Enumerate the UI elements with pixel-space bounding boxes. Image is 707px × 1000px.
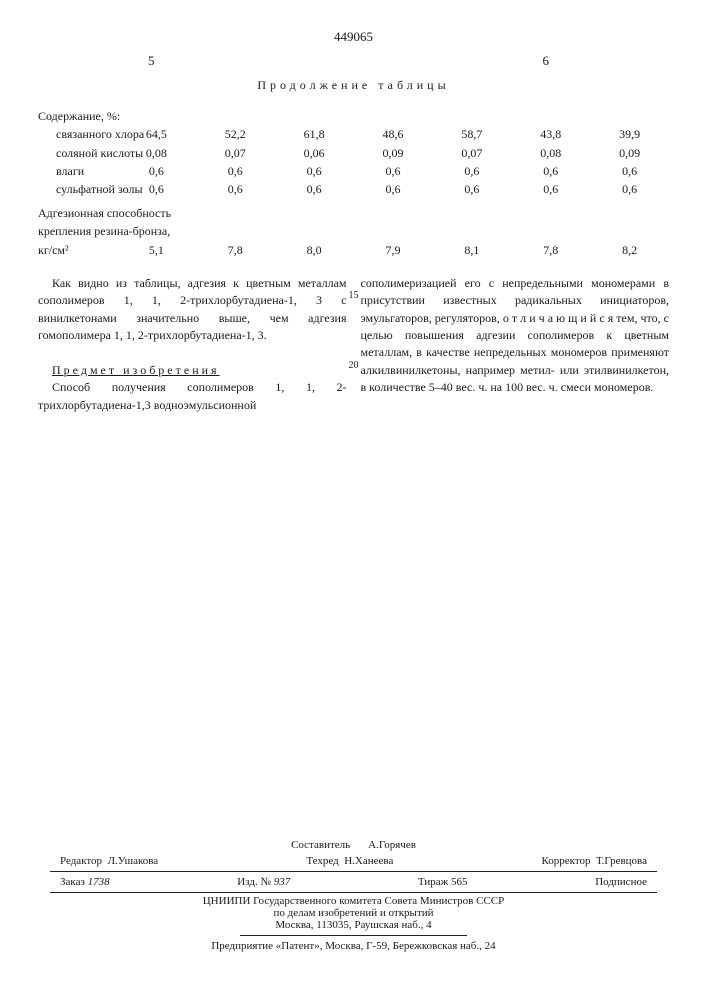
line-number-15: 15 bbox=[349, 289, 359, 303]
left-paragraph-2: Способ получения сополимеров 1, 1, 2-три… bbox=[38, 380, 347, 411]
content-header: Содержание, %: bbox=[38, 107, 669, 125]
footer: Составитель А.Горячев Редактор Л.Ушакова… bbox=[0, 837, 707, 952]
adhesion-label-1: Адгезионная способность bbox=[38, 204, 669, 222]
izd-number: 937 bbox=[274, 876, 291, 888]
page-numbers: 5 6 bbox=[38, 52, 669, 70]
editor-name: Л.Ушакова bbox=[108, 855, 159, 867]
tirazh-number: 565 bbox=[451, 876, 468, 888]
org-line-2: по делам изобретений и открытий bbox=[0, 907, 707, 919]
compiler-label: Составитель bbox=[291, 839, 350, 851]
order-number: 1738 bbox=[88, 876, 110, 888]
tech-name: Н.Ханеева bbox=[344, 855, 393, 867]
org-line-3: Москва, 113035, Раушская наб., 4 bbox=[0, 919, 707, 931]
tirazh-label: Тираж bbox=[418, 876, 448, 888]
table-row: влаги 0,6 0,6 0,6 0,6 0,6 0,6 0,6 bbox=[38, 162, 669, 180]
table-row: сульфатной золы 0,6 0,6 0,6 0,6 0,6 0,6 … bbox=[38, 180, 669, 198]
invention-subject-label: Предмет изобретения bbox=[52, 363, 220, 377]
line-number-20: 20 bbox=[349, 359, 359, 373]
adhesion-label-2: крепления резина-бронза, bbox=[38, 222, 669, 240]
corrector-name: Т.Гревцова bbox=[596, 855, 647, 867]
right-column: сополимеризацией его с непредельными мон… bbox=[361, 275, 670, 414]
document-number: 449065 bbox=[38, 28, 669, 46]
table-row: соляной кислоты 0,08 0,07 0,06 0,09 0,07… bbox=[38, 144, 669, 162]
table-row: кг/см² 5,1 7,8 8,0 7,9 8,1 7,8 8,2 bbox=[38, 241, 669, 259]
corrector-label: Корректор bbox=[542, 855, 591, 867]
org-line-1: ЦНИИПИ Государственного комитета Совета … bbox=[0, 895, 707, 907]
press-line: Предприятие «Патент», Москва, Г-59, Бере… bbox=[0, 940, 707, 952]
page-number-left: 5 bbox=[148, 52, 155, 70]
left-paragraph-1: Как видно из таблицы, адгезия к цветным … bbox=[38, 276, 347, 342]
page-number-right: 6 bbox=[543, 52, 550, 70]
table-continuation-title: Продолжение таблицы bbox=[38, 77, 669, 93]
izd-label: Изд. № bbox=[237, 876, 271, 888]
editor-label: Редактор bbox=[60, 855, 102, 867]
left-column: Как видно из таблицы, адгезия к цветным … bbox=[38, 275, 347, 414]
table-row: связанного хлора 64,5 52,2 61,8 48,6 58,… bbox=[38, 125, 669, 143]
order-label: Заказ bbox=[60, 876, 85, 888]
data-table: Содержание, %: связанного хлора 64,5 52,… bbox=[38, 107, 669, 259]
compiler-name: А.Горячев bbox=[368, 839, 416, 851]
right-paragraph-1: сополимеризацией его с непредельными мон… bbox=[361, 276, 670, 394]
tech-label: Техред bbox=[306, 855, 338, 867]
subscription-label: Подписное bbox=[595, 876, 647, 888]
